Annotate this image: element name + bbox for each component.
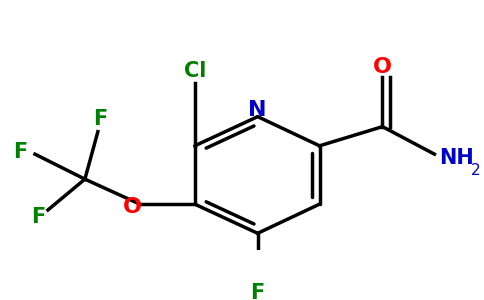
Text: F: F (251, 283, 265, 300)
Text: O: O (373, 57, 392, 77)
Text: Cl: Cl (183, 61, 206, 81)
Text: N: N (248, 100, 267, 120)
Text: O: O (123, 196, 142, 217)
Text: F: F (93, 109, 107, 129)
Text: NH: NH (439, 148, 474, 168)
Text: F: F (31, 207, 45, 226)
Text: 2: 2 (471, 163, 481, 178)
Text: F: F (13, 142, 27, 162)
